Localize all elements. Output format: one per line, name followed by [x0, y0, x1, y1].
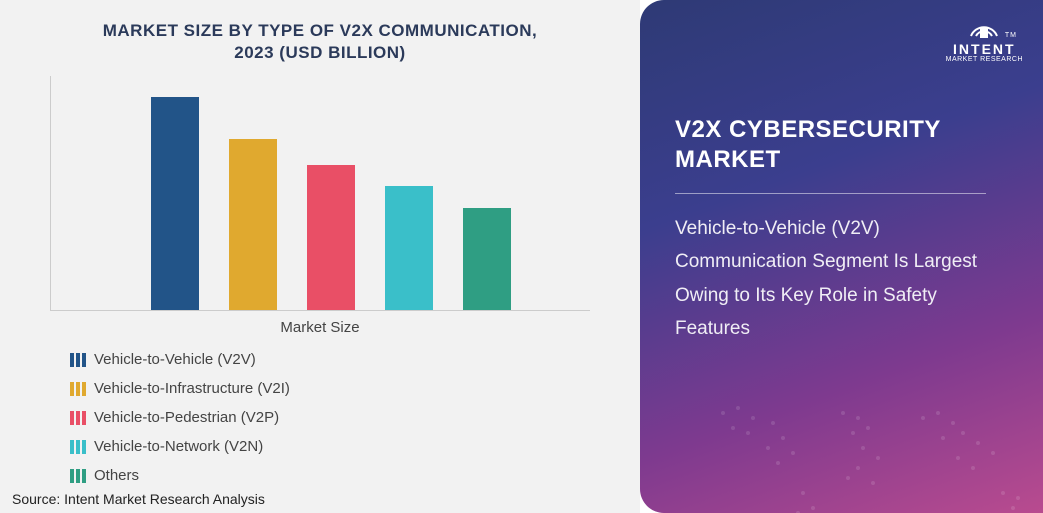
chart-title-line2: 2023 (USD BILLION): [234, 43, 405, 62]
trademark-symbol: TM: [1005, 32, 1017, 39]
legend-label-0: Vehicle-to-Vehicle (V2V): [94, 351, 256, 368]
legend-item-1: Vehicle-to-Infrastructure (V2I): [70, 380, 330, 397]
legend-swatch-2: [70, 411, 86, 425]
bar-3: [385, 186, 433, 310]
bar-1: [229, 139, 277, 310]
market-description: Vehicle-to-Vehicle (V2V) Communication S…: [675, 212, 996, 345]
legend-item-3: Vehicle-to-Network (V2N): [70, 438, 330, 455]
legend-swatch-0: [70, 353, 86, 367]
logo-text-sub: MARKET RESEARCH: [946, 56, 1023, 63]
logo-icon: [967, 14, 1001, 40]
market-title: V2X CYBERSECURITY MARKET: [675, 115, 1013, 175]
right-panel: INTENT MARKET RESEARCH TM V2X CYBERSECUR…: [640, 0, 1043, 513]
source-text: Source: Intent Market Research Analysis: [12, 491, 265, 507]
legend-item-4: Others: [70, 467, 330, 484]
legend-label-4: Others: [94, 467, 139, 484]
bar-chart: [50, 76, 590, 311]
logo-text-main: INTENT: [946, 42, 1023, 56]
legend-label-3: Vehicle-to-Network (V2N): [94, 438, 263, 455]
chart-title-line1: MARKET SIZE BY TYPE OF V2X COMMUNICATION…: [103, 21, 538, 40]
brand-logo: INTENT MARKET RESEARCH TM: [946, 14, 1023, 63]
legend-item-2: Vehicle-to-Pedestrian (V2P): [70, 409, 330, 426]
bar-4: [463, 208, 511, 311]
legend-label-1: Vehicle-to-Infrastructure (V2I): [94, 380, 290, 397]
legend-label-2: Vehicle-to-Pedestrian (V2P): [94, 409, 279, 426]
bar-2: [307, 165, 355, 310]
bar-0: [151, 97, 199, 311]
divider-line: [675, 193, 986, 194]
world-map-decoration: [683, 363, 1043, 513]
legend-swatch-3: [70, 440, 86, 454]
legend-swatch-4: [70, 469, 86, 483]
left-panel: MARKET SIZE BY TYPE OF V2X COMMUNICATION…: [0, 0, 640, 513]
x-axis-label: Market Size: [30, 319, 610, 336]
chart-legend: Vehicle-to-Vehicle (V2V) Vehicle-to-Infra…: [30, 351, 610, 484]
legend-swatch-1: [70, 382, 86, 396]
legend-item-0: Vehicle-to-Vehicle (V2V): [70, 351, 330, 368]
chart-title: MARKET SIZE BY TYPE OF V2X COMMUNICATION…: [30, 20, 610, 64]
